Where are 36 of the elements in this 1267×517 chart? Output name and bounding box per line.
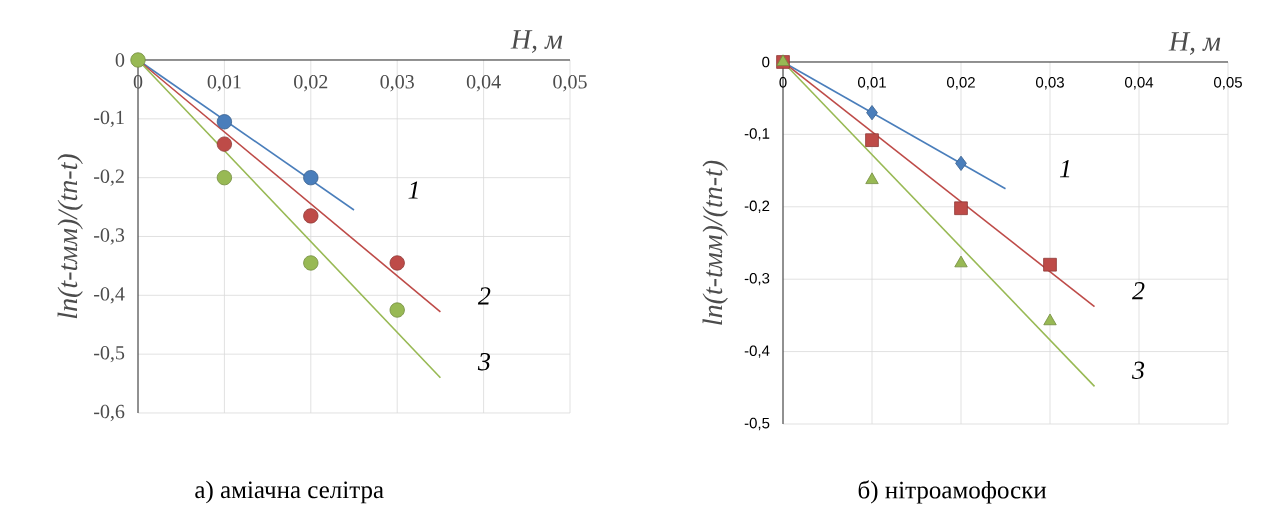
x-axis-title: H, м	[510, 30, 563, 53]
x-tick-label: 0,05	[553, 75, 587, 92]
y-tick-label: -0,4	[94, 287, 125, 304]
y-tick-label: -0,4	[744, 345, 770, 358]
y-tick-label: -0,2	[94, 169, 124, 186]
annotation: 3	[1131, 361, 1145, 380]
annotation: 1	[1059, 160, 1070, 178]
x-tick-label: 0	[779, 77, 787, 88]
annotation: 3	[477, 352, 491, 371]
x-tick-label: 0,02	[294, 75, 328, 92]
x-tick-label: 0,03	[380, 75, 414, 92]
y-tick-label: -0,5	[94, 345, 125, 363]
y-tick-label: 0	[762, 56, 770, 68]
y-tick-label: 0	[115, 53, 125, 67]
x-tick-label: 0,04	[1125, 77, 1154, 90]
annotation: 1	[408, 181, 418, 199]
y-tick-label: -0,6	[94, 404, 125, 422]
x-axis-title: H, м	[1168, 32, 1221, 55]
y-tick-label: -0,5	[744, 417, 770, 431]
text: б) нітроамофоски	[858, 480, 1047, 504]
x-tick-label: 0,02	[947, 77, 975, 90]
x-tick-label: 0,05	[1214, 77, 1242, 90]
y-tick-label: -0,3	[94, 228, 125, 245]
y-tick-label: -0,3	[744, 272, 770, 286]
y-axis-title: ln(t-tмм)/(tn-t)	[702, 160, 728, 325]
x-tick-label: 0,03	[1036, 77, 1064, 90]
annotation: 2	[477, 287, 491, 305]
x-tick-label: 0,01	[858, 77, 886, 90]
y-tick-label: -0,1	[744, 128, 770, 141]
y-tick-label: -0,2	[744, 200, 770, 213]
annotation: 2	[1132, 282, 1145, 300]
y-tick-label: -0,1	[94, 110, 124, 128]
x-tick-label: 0,01	[207, 75, 241, 92]
x-tick-label: 0,04	[466, 75, 501, 92]
text: а) аміачна селітра	[195, 480, 384, 504]
y-axis-title: ln(t-tмм)/(tn-t)	[57, 154, 83, 319]
